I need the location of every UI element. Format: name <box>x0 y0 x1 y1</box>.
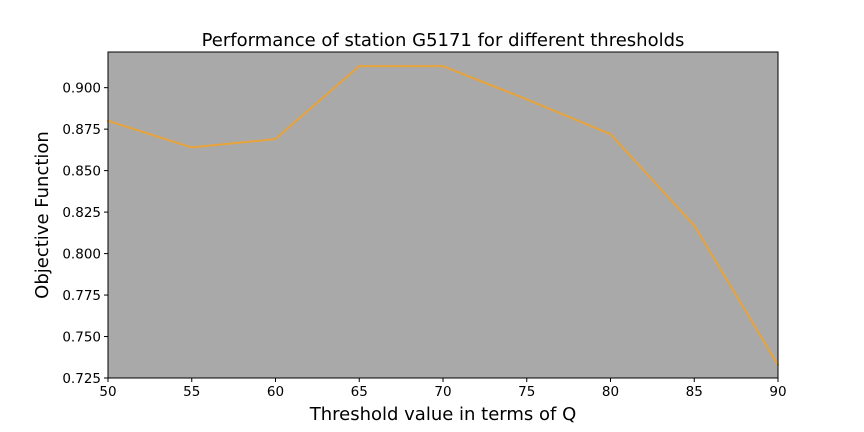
data-point <box>190 146 193 149</box>
x-axis: 50 55 60 65 70 75 80 85 90 <box>99 378 787 400</box>
data-point <box>358 65 361 68</box>
x-tick-label: 75 <box>518 384 535 400</box>
x-axis-label: Threshold value in terms of Q <box>309 404 577 425</box>
y-tick-label: 0.775 <box>62 288 101 304</box>
y-tick-label: 0.900 <box>62 81 101 97</box>
series-layer <box>107 65 779 366</box>
y-tick-label: 0.725 <box>62 371 101 387</box>
y-tick-label: 0.800 <box>62 247 101 263</box>
x-tick-label: 85 <box>686 384 703 400</box>
y-tick-label: 0.850 <box>62 164 101 180</box>
data-point <box>525 98 528 101</box>
x-tick-label: 55 <box>183 384 200 400</box>
data-point <box>609 133 612 136</box>
x-tick-label: 90 <box>769 384 786 400</box>
chart-title: Performance of station G5171 for differe… <box>202 30 685 51</box>
y-tick-label: 0.825 <box>62 205 101 221</box>
y-tick-label: 0.750 <box>62 330 101 346</box>
x-tick-label: 80 <box>602 384 619 400</box>
data-point <box>693 224 696 227</box>
y-axis: 0.725 0.750 0.775 0.800 0.825 0.850 0.875 0.900 <box>62 81 108 387</box>
y-axis-label: Objective Function <box>32 131 53 299</box>
data-point <box>274 138 277 141</box>
x-tick-label: 65 <box>351 384 368 400</box>
x-tick-label: 70 <box>434 384 451 400</box>
y-tick-label: 0.875 <box>62 122 101 138</box>
x-tick-label: 50 <box>99 384 116 400</box>
plot-area <box>108 52 778 378</box>
x-tick-label: 60 <box>267 384 284 400</box>
data-point <box>442 65 444 68</box>
